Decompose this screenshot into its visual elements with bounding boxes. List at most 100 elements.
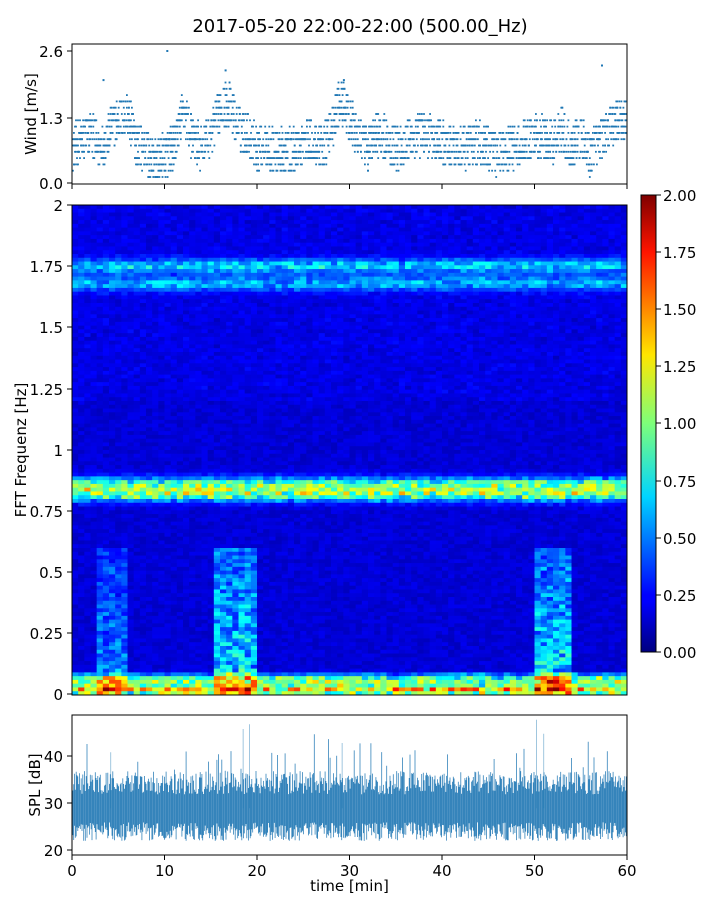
wind-point — [418, 132, 420, 134]
wind-point — [95, 150, 98, 153]
spectrogram-cell — [306, 284, 313, 289]
wind-point — [169, 169, 172, 172]
spectrogram-cell — [146, 295, 153, 300]
wind-point — [595, 132, 597, 134]
spectrogram-cell — [528, 235, 535, 240]
wind-point — [385, 150, 388, 153]
spectrogram-cell — [127, 284, 135, 289]
spectrogram-cell — [355, 276, 363, 281]
spectrogram-cell — [565, 205, 572, 210]
spectrogram-cell — [102, 265, 110, 270]
wind-point — [279, 157, 282, 159]
spectrogram-cell — [189, 257, 196, 262]
wind-point — [556, 138, 559, 141]
wind-point — [278, 144, 281, 147]
spectrogram-cell — [213, 208, 221, 213]
spectrogram-cell — [275, 208, 283, 213]
wind-point — [191, 119, 193, 122]
spectrogram-cell — [72, 235, 79, 240]
spectrogram-cell — [183, 246, 190, 251]
spectrogram-cell — [559, 269, 566, 274]
wind-point — [104, 144, 107, 147]
wind-point — [186, 113, 188, 115]
wind-point — [267, 138, 270, 141]
spectrogram-cell — [411, 269, 418, 274]
spectrogram-cell — [121, 212, 128, 217]
wind-point — [369, 150, 371, 153]
spectrogram-cell — [442, 242, 449, 247]
spectrogram-cell — [361, 235, 369, 240]
wind-point — [380, 138, 383, 141]
wind-point — [433, 144, 435, 147]
wind-point — [497, 157, 500, 159]
wind-point — [99, 150, 102, 153]
spectrogram-cell — [269, 250, 276, 255]
wind-point — [345, 100, 348, 103]
wind-point — [611, 106, 614, 109]
wind-point — [360, 144, 362, 147]
spectrogram-cell — [318, 216, 326, 221]
spectrogram-cell — [614, 269, 622, 274]
spectrogram-cell — [528, 212, 535, 217]
spectrogram-cell — [164, 272, 172, 278]
spectrogram-cell — [170, 227, 178, 232]
spectrogram-cell — [380, 242, 387, 247]
wind-point — [622, 125, 625, 128]
wind-point — [282, 144, 285, 147]
spectrogram-cell — [226, 257, 233, 262]
spectrogram-cell — [380, 212, 387, 217]
spectrogram-cell — [183, 238, 190, 244]
spectrogram-cell — [479, 227, 486, 232]
spectrogram-cell — [306, 276, 313, 281]
spectrogram-cell — [559, 223, 566, 229]
spectrogram-cell — [287, 242, 295, 247]
spectrogram-cell — [398, 254, 406, 259]
spectrogram-cell — [448, 254, 455, 259]
wind-point — [466, 150, 469, 153]
spectrogram-cell — [337, 212, 344, 217]
spectrogram-cell — [133, 306, 141, 311]
wind-point — [344, 119, 347, 122]
wind-point — [625, 119, 628, 122]
spectrogram-cell — [448, 261, 455, 266]
spectrogram-cell — [226, 250, 233, 255]
spectrogram-cell — [460, 208, 468, 213]
wind-point — [366, 150, 368, 153]
wind-point — [334, 113, 337, 115]
wind-point — [371, 157, 373, 159]
wind-point — [116, 125, 119, 128]
wind-point — [359, 125, 361, 128]
wind-point — [582, 119, 585, 122]
spectrogram-cell — [559, 280, 566, 285]
wind-point — [197, 150, 199, 153]
spectrogram-cell — [435, 265, 443, 270]
wind-point — [89, 138, 92, 141]
spectrogram-cell — [244, 257, 252, 262]
wind-point — [436, 125, 439, 128]
wind-point — [270, 157, 273, 159]
spectrogram-cell — [534, 242, 542, 247]
spectrogram-cell — [614, 276, 622, 281]
spectrogram-cell — [411, 261, 418, 266]
spectrogram-cell — [608, 295, 616, 300]
spectrogram-cell — [460, 223, 468, 229]
wind-point — [354, 138, 357, 141]
spectrogram-cell — [608, 254, 616, 259]
spectrogram-cell — [263, 242, 270, 247]
wind-point — [276, 157, 279, 159]
wind-point — [257, 163, 259, 166]
wind-point — [156, 144, 159, 147]
spectrogram-cell — [244, 303, 252, 308]
spectrogram-cell — [577, 223, 585, 229]
spectrogram-cell — [115, 257, 122, 262]
spectrogram-cell — [90, 306, 98, 311]
wind-point — [255, 163, 257, 166]
wind-point — [353, 144, 356, 147]
spectrogram-cell — [312, 261, 320, 266]
wind-point — [248, 150, 250, 153]
spectrogram-cell — [516, 231, 523, 236]
wind-point — [272, 132, 275, 134]
spectrogram-cell — [189, 220, 196, 225]
wind-point — [159, 138, 162, 141]
spectrogram-cell — [620, 265, 628, 270]
